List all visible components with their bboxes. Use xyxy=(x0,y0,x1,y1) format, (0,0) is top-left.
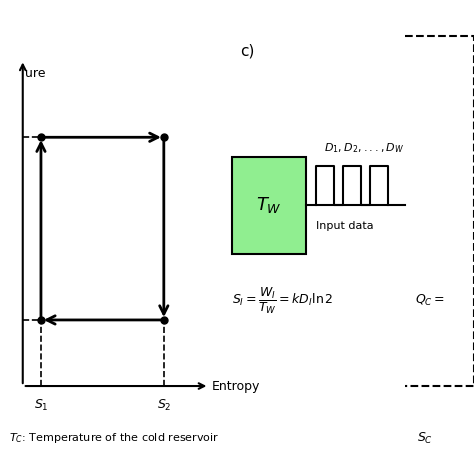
Text: $S_1$: $S_1$ xyxy=(34,398,48,413)
Text: $T_W$: $T_W$ xyxy=(256,195,283,215)
Bar xyxy=(232,157,306,254)
Text: $S_2$: $S_2$ xyxy=(156,398,171,413)
Text: $S_I = \dfrac{W_I}{T_W} = kD_I \ln 2$: $S_I = \dfrac{W_I}{T_W} = kD_I \ln 2$ xyxy=(232,285,334,316)
Text: $Q_{C}=$: $Q_{C}=$ xyxy=(415,293,445,308)
Text: c): c) xyxy=(240,44,254,59)
Text: $T_C$: Temperature of the cold reservoir: $T_C$: Temperature of the cold reservoir xyxy=(9,431,220,446)
Text: Input data: Input data xyxy=(316,221,374,231)
Text: ure: ure xyxy=(25,67,46,80)
Text: $S_C$: $S_C$ xyxy=(417,431,433,447)
Text: $D_1, D_2, ...,D_W$: $D_1, D_2, ...,D_W$ xyxy=(324,141,404,155)
Text: Entropy: Entropy xyxy=(211,380,260,392)
